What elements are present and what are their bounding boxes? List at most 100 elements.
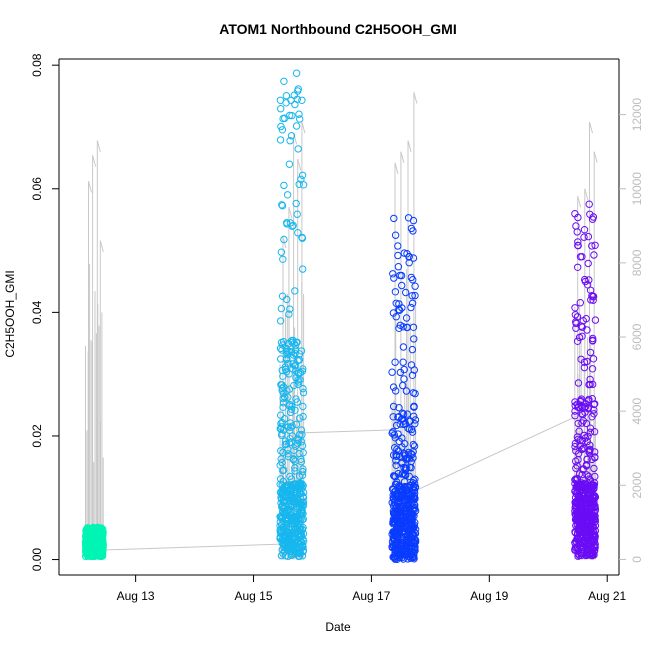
data-point <box>591 512 599 520</box>
data-point <box>84 544 93 552</box>
data-point <box>277 551 286 560</box>
data-point <box>589 530 597 539</box>
data-point <box>279 477 288 486</box>
data-point <box>297 458 306 466</box>
data-point <box>296 376 304 384</box>
data-point <box>583 455 591 463</box>
altitude-spike-step <box>88 181 92 193</box>
data-point <box>571 402 579 410</box>
data-point <box>573 521 581 529</box>
data-point <box>96 544 104 552</box>
data-point <box>391 434 399 442</box>
data-point <box>90 552 98 560</box>
data-point <box>576 299 584 307</box>
data-point <box>409 476 418 485</box>
data-point <box>408 299 417 307</box>
data-point <box>279 255 287 263</box>
data-point <box>294 435 302 443</box>
data-point <box>389 383 398 391</box>
data-point <box>278 201 286 209</box>
data-point <box>394 251 402 260</box>
data-point <box>284 494 292 502</box>
data-point <box>408 345 417 354</box>
data-point <box>582 461 591 469</box>
data-point <box>283 387 291 395</box>
data-point <box>589 296 597 304</box>
data-point <box>93 551 102 559</box>
x-tick-label: Aug 19 <box>470 589 508 603</box>
data-point <box>297 175 305 184</box>
data-point <box>293 95 301 104</box>
flight-connector <box>94 543 284 551</box>
data-point <box>391 358 399 366</box>
data-point <box>298 171 307 180</box>
data-point <box>282 368 291 376</box>
data-point <box>586 348 595 357</box>
x-axis-label: Date <box>325 620 351 634</box>
data-point <box>291 487 300 496</box>
data-point <box>390 214 398 223</box>
data-point <box>299 412 307 421</box>
data-point <box>278 381 286 389</box>
data-point <box>391 231 400 239</box>
altitude-spike-step <box>584 188 589 201</box>
chart-title: ATOM1 Northbound C2H5OOH_GMI <box>219 21 456 37</box>
data-point <box>580 233 588 241</box>
data-point <box>583 550 591 559</box>
y2-tick-label: 6000 <box>630 323 644 350</box>
data-point <box>585 526 593 534</box>
data-point <box>277 122 285 131</box>
data-point <box>288 422 296 430</box>
data-point <box>581 277 590 286</box>
data-point <box>389 502 398 510</box>
flight-connector <box>300 429 396 434</box>
data-point <box>573 313 582 321</box>
data-point <box>400 545 408 553</box>
data-point <box>581 507 590 515</box>
data-point <box>277 419 285 428</box>
y2-tick-label: 8000 <box>630 249 644 276</box>
data-point <box>294 87 302 95</box>
data-point <box>406 534 414 542</box>
data-point <box>590 406 598 414</box>
data-point <box>281 393 289 402</box>
data-point-max <box>292 69 301 77</box>
data-point <box>298 431 306 439</box>
data-point <box>406 525 414 533</box>
data-point <box>299 543 307 551</box>
data-point <box>96 531 104 539</box>
data-point <box>577 355 585 363</box>
data-point <box>295 472 304 480</box>
data-point <box>408 536 416 544</box>
data-point <box>591 472 599 481</box>
data-point <box>574 238 582 246</box>
data-point <box>93 544 101 552</box>
data-point <box>408 292 416 300</box>
data-point <box>408 494 416 503</box>
data-point <box>408 425 416 434</box>
data-point <box>391 472 400 481</box>
data-point <box>571 439 580 448</box>
data-point <box>83 548 91 556</box>
data-point <box>298 525 306 533</box>
data-point <box>398 519 406 527</box>
data-point <box>405 252 413 261</box>
data-point <box>394 242 402 250</box>
data-point <box>297 515 305 523</box>
data-point <box>284 505 292 513</box>
data-point <box>279 484 287 493</box>
data-point <box>405 483 413 491</box>
data-point <box>391 554 399 562</box>
data-point <box>278 292 287 300</box>
altitude-spike-step <box>92 155 97 167</box>
data-point <box>571 412 579 420</box>
data-point <box>97 552 106 560</box>
data-point <box>573 228 581 236</box>
data-point <box>586 380 594 389</box>
data-point <box>400 496 408 505</box>
data-point <box>286 137 294 145</box>
data-point <box>295 540 303 549</box>
data-point <box>579 466 587 474</box>
data-point <box>292 395 300 403</box>
